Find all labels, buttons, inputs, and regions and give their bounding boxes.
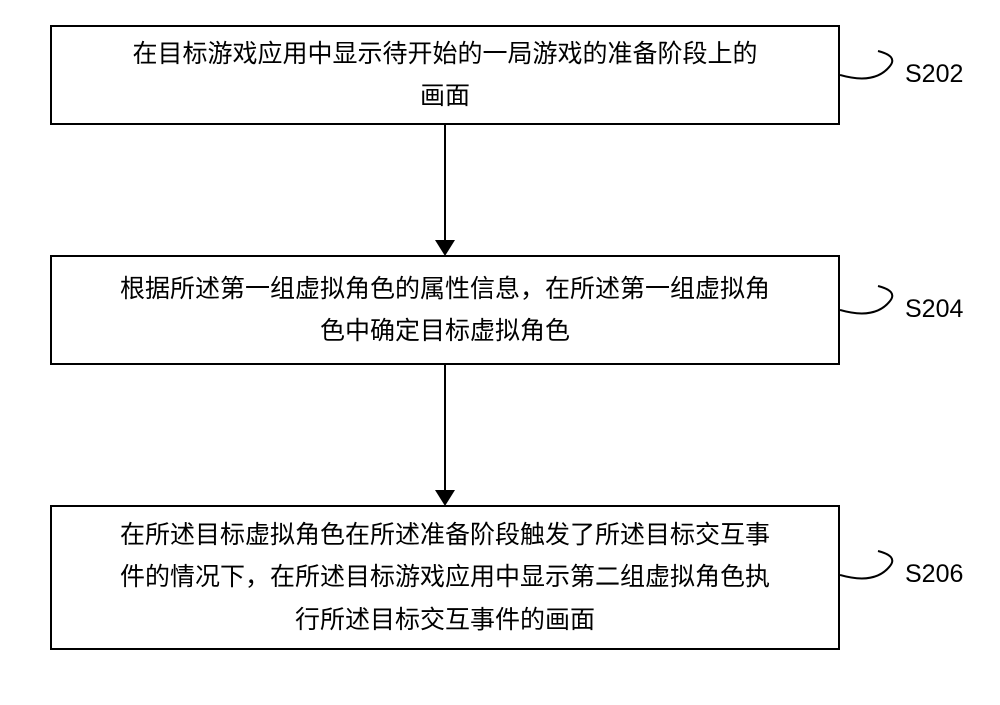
step-label-s206: S206: [905, 560, 963, 589]
step-text-s202: 在目标游戏应用中显示待开始的一局游戏的准备阶段上的画面: [132, 33, 757, 118]
step-box-s202: 在目标游戏应用中显示待开始的一局游戏的准备阶段上的画面: [50, 25, 840, 125]
step-text-s206: 在所述目标虚拟角色在所述准备阶段触发了所述目标交互事件的情况下，在所述目标游戏应…: [120, 514, 770, 642]
step-label-s204: S204: [905, 295, 963, 324]
connector-s202: [840, 48, 905, 86]
step-box-s204: 根据所述第一组虚拟角色的属性信息，在所述第一组虚拟角色中确定目标虚拟角色: [50, 255, 840, 365]
arrow-line-2: [444, 365, 446, 490]
connector-s206: [840, 548, 905, 586]
arrow-line-1: [444, 125, 446, 240]
connector-s204: [840, 283, 905, 321]
step-text-s204: 根据所述第一组虚拟角色的属性信息，在所述第一组虚拟角色中确定目标虚拟角色: [120, 268, 770, 353]
arrow-head-1: [435, 240, 455, 256]
step-box-s206: 在所述目标虚拟角色在所述准备阶段触发了所述目标交互事件的情况下，在所述目标游戏应…: [50, 505, 840, 650]
flowchart-container: 在目标游戏应用中显示待开始的一局游戏的准备阶段上的画面 S202 根据所述第一组…: [0, 0, 1000, 705]
arrow-head-2: [435, 490, 455, 506]
step-label-s202: S202: [905, 60, 963, 89]
